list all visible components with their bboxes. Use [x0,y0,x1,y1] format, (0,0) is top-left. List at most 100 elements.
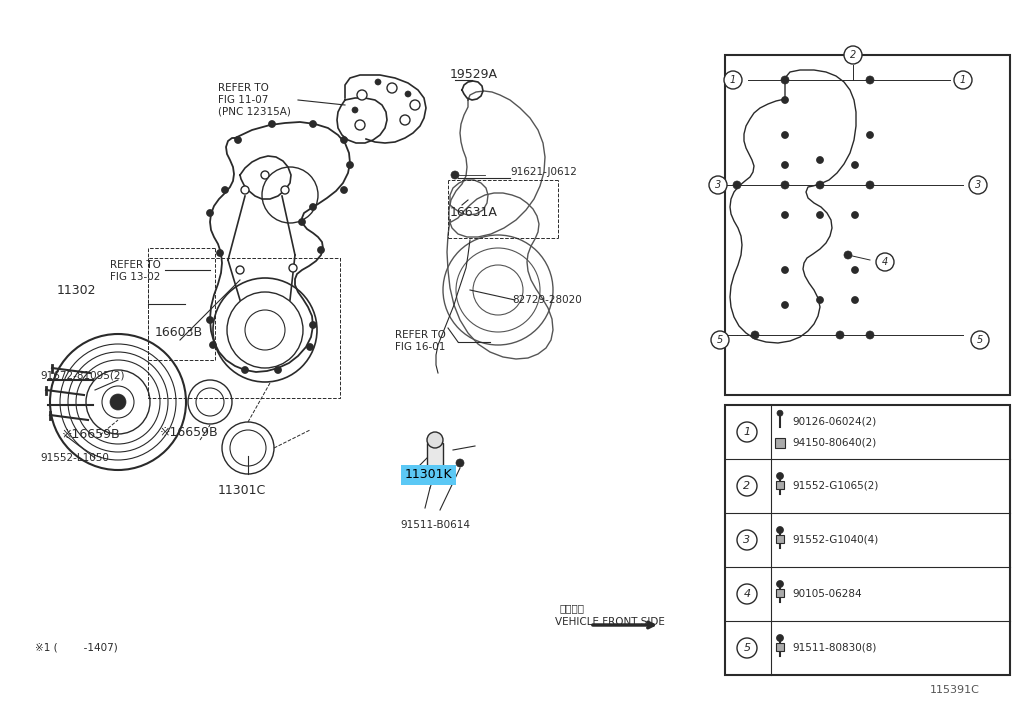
Circle shape [816,156,823,163]
Text: 91552-L1050: 91552-L1050 [40,453,109,463]
Circle shape [781,181,790,189]
Circle shape [781,161,788,168]
Text: ※16659B: ※16659B [160,426,219,438]
Text: (PNC 12315A): (PNC 12315A) [218,107,291,117]
Bar [776,643,784,651]
Text: 11302: 11302 [57,284,96,296]
Bar [776,535,784,543]
Bar [775,438,785,448]
Text: 94150-80640(2): 94150-80640(2) [792,438,877,448]
Circle shape [844,251,852,259]
Text: 5: 5 [977,335,983,345]
Circle shape [852,267,858,274]
Circle shape [281,186,289,194]
Circle shape [306,344,313,351]
Circle shape [781,132,788,139]
Text: REFER TO: REFER TO [218,83,269,93]
Text: 115391C: 115391C [930,685,980,695]
Circle shape [355,120,365,130]
Text: 4: 4 [743,589,751,599]
Text: 3: 3 [743,535,751,545]
Text: VEHICLE FRONT SIDE: VEHICLE FRONT SIDE [555,617,665,627]
Circle shape [866,76,874,84]
Circle shape [852,296,858,303]
Circle shape [236,266,244,274]
Circle shape [876,253,894,271]
Text: 91621-J0612: 91621-J0612 [510,167,577,177]
Circle shape [816,296,823,303]
Circle shape [724,71,742,89]
Circle shape [852,161,858,168]
Text: 16603B: 16603B [155,325,203,339]
Text: FIG 13-02: FIG 13-02 [110,272,161,282]
Circle shape [274,366,282,373]
Circle shape [844,46,862,64]
Text: 3: 3 [715,180,721,190]
Text: 3: 3 [975,180,981,190]
Text: ※16659B: ※16659B [62,428,121,441]
Circle shape [406,91,411,97]
Circle shape [776,580,783,588]
Circle shape [954,71,972,89]
Circle shape [781,96,788,103]
Circle shape [451,171,459,179]
Text: 車両前方: 車両前方 [560,603,585,613]
Circle shape [866,331,874,339]
Text: 5: 5 [743,643,751,653]
Circle shape [341,136,347,144]
Text: 19529A: 19529A [450,69,498,81]
Circle shape [737,530,757,550]
Circle shape [268,120,275,127]
Text: ※1 (        -1407): ※1 ( -1407) [35,643,118,653]
Circle shape [709,176,727,194]
Text: 91672-81095(2): 91672-81095(2) [40,370,125,380]
Circle shape [456,459,464,467]
Text: REFER TO: REFER TO [395,330,445,340]
Circle shape [781,211,788,218]
Text: 91511-80830(8): 91511-80830(8) [792,643,877,653]
Circle shape [357,90,367,100]
Circle shape [751,331,759,339]
Circle shape [242,366,249,373]
Circle shape [207,209,213,216]
Text: 2: 2 [850,50,856,60]
Circle shape [969,176,987,194]
Circle shape [410,100,420,110]
Text: 1: 1 [959,75,966,85]
Text: 11301C: 11301C [218,484,266,496]
Circle shape [852,211,858,218]
Text: FIG 11-07: FIG 11-07 [218,95,268,105]
Circle shape [781,267,788,274]
Text: REFER TO: REFER TO [110,260,161,270]
Circle shape [346,161,353,168]
Text: 5: 5 [717,335,723,345]
Circle shape [971,331,989,349]
Bar [725,55,1010,395]
Text: 4: 4 [882,257,888,267]
Circle shape [737,584,757,604]
Bar [776,481,784,489]
Circle shape [777,410,783,416]
Circle shape [781,76,790,84]
Circle shape [776,527,783,534]
Text: 11301K: 11301K [406,469,453,481]
Text: 91552-G1065(2): 91552-G1065(2) [792,481,879,491]
Circle shape [816,211,823,218]
Text: 91511-B0614: 91511-B0614 [400,520,470,530]
Circle shape [341,187,347,194]
Circle shape [299,218,305,226]
Circle shape [352,107,358,113]
Circle shape [866,132,873,139]
Circle shape [866,181,874,189]
Text: 2: 2 [743,481,751,491]
Bar [427,443,443,473]
Circle shape [781,301,788,308]
Circle shape [221,187,228,194]
Text: 90105-06284: 90105-06284 [792,589,861,599]
Circle shape [836,331,844,339]
Text: 1: 1 [730,75,736,85]
Text: 90126-06024(2): 90126-06024(2) [792,416,877,426]
Circle shape [261,171,269,179]
Circle shape [816,181,824,189]
Circle shape [309,204,316,211]
